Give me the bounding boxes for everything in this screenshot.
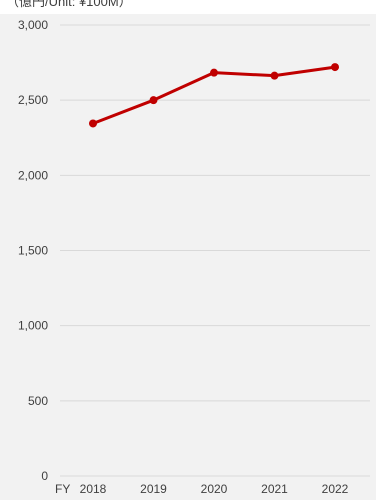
y-tick-label: 3,000 [18,18,48,32]
y-tick-label: 1,000 [18,319,48,333]
series-layer [89,63,339,128]
data-point [210,68,218,77]
x-axis-label: FY [55,482,70,496]
x-tick-label: 2019 [140,482,167,496]
gridlines [60,24,370,477]
data-point [270,71,279,80]
y-tick-label: 2,000 [18,168,48,182]
data-point [331,63,339,72]
x-tick-label: 2021 [261,482,288,496]
y-tick-label: 0 [41,469,48,483]
x-tick-label: 2018 [80,482,107,496]
y-tick-label: 1,500 [18,244,48,258]
data-point [149,96,158,105]
y-axis-ticks: 0 500 1,000 1,500 2,000 2,500 3,000 [18,18,48,483]
x-tick-label: 2020 [201,482,228,496]
y-tick-label: 500 [28,394,48,408]
x-axis-ticks: 2018 2019 2020 2021 2022 [80,482,349,496]
plot-background [0,14,376,500]
data-point [89,119,97,128]
x-tick-label: 2022 [322,482,349,496]
chart-title: （億円/Unit: ¥100M） [6,0,132,9]
y-tick-label: 2,500 [18,93,48,107]
